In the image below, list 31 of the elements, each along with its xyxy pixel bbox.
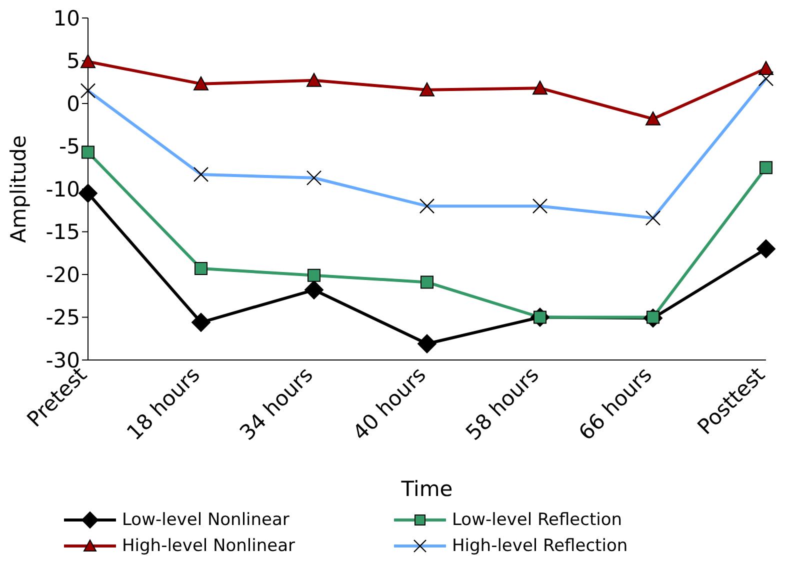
y-tick-label: -5 (59, 134, 80, 159)
y-tick-label: -20 (46, 262, 80, 287)
point (194, 262, 208, 276)
y-tick-label: 0 (66, 92, 80, 116)
point (756, 239, 776, 258)
legend-label: Low-level Reflection (452, 510, 622, 530)
legend-label: High-level Nonlinear (122, 536, 296, 556)
point (532, 80, 548, 95)
legend-label: Low-level Nonlinear (122, 510, 290, 530)
point (418, 334, 436, 354)
point (194, 76, 208, 90)
point (758, 60, 774, 75)
point (80, 54, 96, 68)
point (646, 111, 660, 126)
point (420, 82, 434, 96)
point (760, 161, 772, 174)
y-tick-label: 10 (53, 6, 80, 30)
y-tick-label: -15 (46, 220, 80, 244)
y-tick-label: -10 (46, 177, 80, 202)
y-tick-label: -25 (46, 306, 80, 330)
y-tick-label: 5 (66, 49, 80, 74)
point (304, 280, 324, 300)
point (82, 146, 94, 159)
point (78, 184, 98, 203)
y-axis-title: Amplitude (6, 135, 30, 243)
legend-label: High-level Reflection (452, 536, 628, 556)
point (308, 268, 320, 282)
point (192, 312, 210, 332)
x-axis-title: Time (400, 477, 453, 501)
point (420, 276, 434, 289)
point (306, 72, 322, 87)
